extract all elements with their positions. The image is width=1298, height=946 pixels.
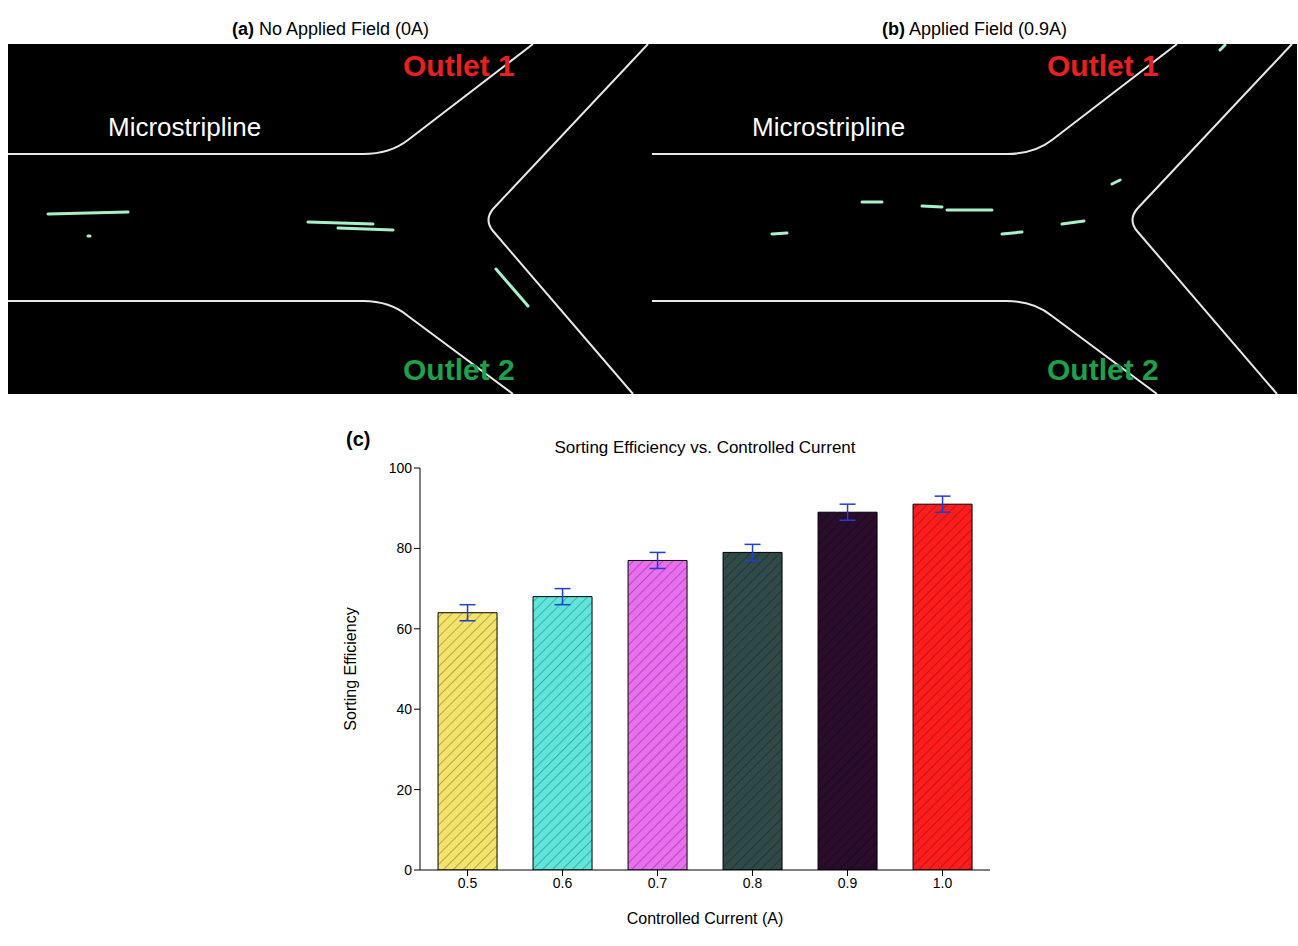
svg-text:40: 40 [396, 701, 412, 717]
svg-text:Microstripline: Microstripline [108, 112, 261, 142]
svg-text:Sorting Efficiency: Sorting Efficiency [342, 607, 359, 730]
svg-text:0.8: 0.8 [743, 875, 763, 891]
svg-text:Outlet 2: Outlet 2 [1047, 353, 1159, 386]
svg-text:Controlled Current (A): Controlled Current (A) [627, 910, 784, 927]
svg-text:0.9: 0.9 [838, 875, 858, 891]
svg-text:0: 0 [404, 862, 412, 878]
html-text:(b) Applied Field (0.9A): (b) Applied Field (0.9A) [882, 19, 1067, 39]
svg-text:20: 20 [396, 782, 412, 798]
svg-text:Outlet 1: Outlet 1 [403, 49, 515, 82]
svg-text:0.6: 0.6 [553, 875, 573, 891]
svg-text:Outlet 2: Outlet 2 [403, 353, 515, 386]
svg-text:1.0: 1.0 [933, 875, 953, 891]
svg-text:0.5: 0.5 [458, 875, 478, 891]
svg-text:Microstripline: Microstripline [752, 112, 905, 142]
svg-text:Outlet 1: Outlet 1 [1047, 49, 1159, 82]
svg-text:100: 100 [389, 460, 413, 476]
html-text:Sorting Efficiency vs. Control: Sorting Efficiency vs. Controlled Curren… [554, 438, 856, 457]
html-text:(c): (c) [346, 428, 371, 450]
svg-text:0.7: 0.7 [648, 875, 668, 891]
svg-text:80: 80 [396, 540, 412, 556]
html-text:(a) No Applied Field (0A): (a) No Applied Field (0A) [231, 19, 429, 39]
svg-text:60: 60 [396, 621, 412, 637]
